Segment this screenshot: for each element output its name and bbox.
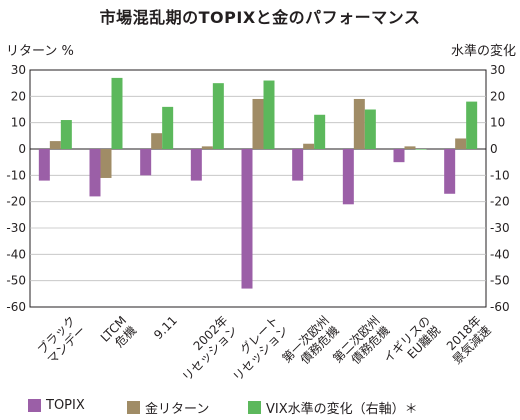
bar-topix [292,149,304,181]
y-tick-label-left: 20 [11,89,26,103]
legend-swatch-vix [248,401,261,414]
bar-vix [111,77,123,149]
plot-frame [29,69,487,308]
bar-topix [140,149,152,176]
bar-vix [314,114,326,149]
y-tick-label-left: -30 [6,221,26,235]
bar-vix [364,109,376,149]
bar-vix [162,106,174,149]
legend-label-topix: TOPIX [46,398,85,413]
y-tick-label-left: 30 [11,63,26,77]
bar-topix [444,149,456,194]
x-tick-label: LTCM危機 [98,313,139,354]
legend-label-vix: VIX水準の変化（右軸）＊ [266,402,418,417]
right-axis-label: 水準の変化 [450,44,516,59]
bar-topix [190,149,202,181]
y-tick-label-right: -10 [490,168,510,182]
y-tick-label-left: 0 [18,142,26,156]
x-tick-label-line: 9.11 [151,313,180,342]
legend-item-vix: VIX水準の変化（右軸）＊ [248,398,418,417]
bar-vix [263,80,275,149]
bar-topix [393,149,405,163]
x-tick-label: イギリスのEU離脱 [381,313,443,375]
bar-topix [89,149,101,197]
left-axis-label: リターン % [6,44,74,59]
legend-item-gold: 金リターン [127,398,209,417]
y-tick-label-right: 20 [490,89,505,103]
y-tick-label-left: 10 [11,116,26,130]
bar-vix [212,83,224,149]
bar-topix [342,149,354,205]
y-tick-label-right: -40 [490,247,510,261]
y-tick-label-right: -20 [490,195,510,209]
bar-gold [455,138,467,149]
y-tick-label-right: 10 [490,116,505,130]
bar-gold [201,146,213,149]
bar-gold [151,133,163,149]
bar-topix [241,149,253,289]
y-tick-label-left: -40 [6,247,26,261]
y-tick-label-left: -50 [6,274,26,288]
bar-gold [252,98,264,149]
x-tick-label: 第二次欧州債務危機 [330,313,392,375]
x-tick-label: 第一次欧州債務危機 [280,313,342,375]
x-tick-label: 2018年景気減速 [440,313,494,367]
x-tick-label: ブラックマンデー [34,313,88,367]
bar-gold [303,143,315,149]
bar-gold [404,146,416,149]
y-tick-label-left: -10 [6,168,26,182]
legend-label-gold: 金リターン [145,402,210,417]
bar-vix [466,101,478,149]
y-tick-label-right: 0 [490,142,498,156]
legend-item-topix: TOPIX [28,398,85,413]
legend-swatch-topix [28,399,41,412]
y-tick-label-right: -50 [490,274,510,288]
bar-gold [353,98,365,149]
chart-title: 市場混乱期のTOPIXと金のパフォーマンス [99,8,421,27]
bar-vix [415,149,427,150]
y-tick-label-right: -60 [490,300,510,314]
y-tick-label-right: -30 [490,221,510,235]
bar-vix [60,120,72,149]
y-tick-label-right: 30 [490,63,505,77]
bar-topix [38,149,50,181]
bar-gold [100,149,112,178]
legend-swatch-gold [127,401,140,414]
y-tick-label-left: -20 [6,195,26,209]
y-tick-label-left: -60 [6,300,26,314]
x-tick-label: 9.11 [151,313,180,342]
bar-gold [49,141,61,149]
